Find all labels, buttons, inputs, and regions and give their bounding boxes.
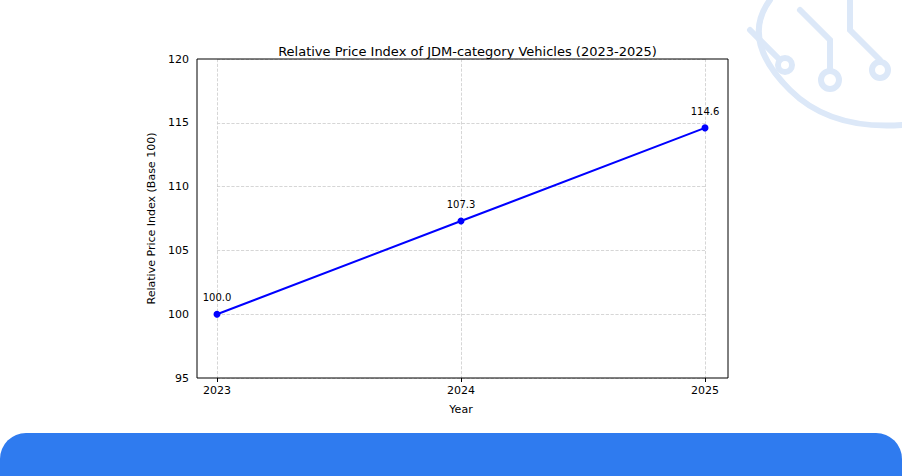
svg-text:100: 100 — [168, 308, 189, 321]
svg-text:Relative Price Index of JDM-ca: Relative Price Index of JDM-category Veh… — [278, 44, 657, 59]
svg-text:115: 115 — [168, 116, 189, 129]
svg-text:107.3: 107.3 — [447, 199, 476, 210]
svg-text:110: 110 — [168, 180, 189, 193]
svg-text:Year: Year — [448, 403, 473, 416]
svg-text:2025: 2025 — [691, 384, 719, 397]
svg-text:120: 120 — [168, 53, 189, 66]
svg-text:Relative Price Index (Base 100: Relative Price Index (Base 100) — [145, 133, 158, 305]
svg-text:95: 95 — [175, 372, 189, 385]
svg-text:2024: 2024 — [447, 384, 475, 397]
svg-text:2023: 2023 — [203, 384, 231, 397]
svg-text:114.6: 114.6 — [691, 106, 720, 117]
svg-text:100.0: 100.0 — [203, 292, 232, 303]
svg-text:105: 105 — [168, 244, 189, 257]
